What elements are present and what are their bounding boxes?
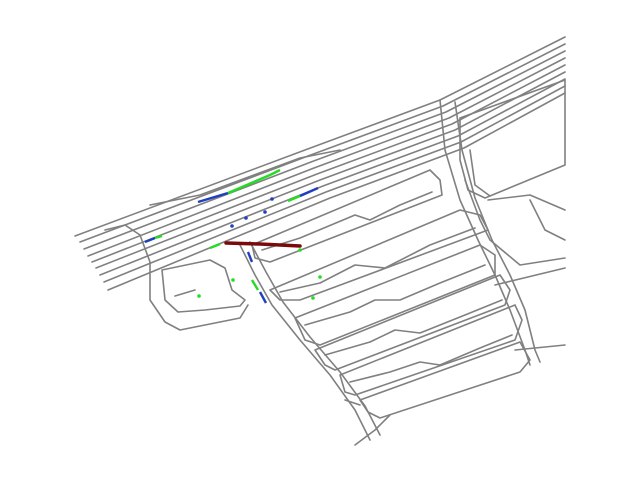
plaza-inner bbox=[469, 149, 491, 197]
parking-block-outline bbox=[251, 169, 443, 263]
block-outline bbox=[161, 259, 246, 313]
trajectory-blue-segment bbox=[258, 291, 268, 304]
right-road-line bbox=[494, 267, 566, 286]
agent-marker bbox=[270, 197, 274, 201]
trajectory-green-segment bbox=[250, 279, 260, 291]
highway-lane-line bbox=[74, 36, 566, 237]
lower-block-outline bbox=[359, 341, 531, 419]
highway-lane-line bbox=[87, 57, 566, 257]
parking-block-outline bbox=[314, 274, 511, 371]
parking-block-inner bbox=[279, 227, 476, 293]
parking-block-inner bbox=[349, 334, 513, 383]
exit-road bbox=[344, 399, 361, 406]
agent-marker bbox=[197, 294, 201, 298]
agent-marker bbox=[230, 224, 234, 228]
agent-marker bbox=[318, 275, 322, 279]
highway-lane-line bbox=[103, 85, 566, 283]
ego-vehicle-path bbox=[224, 241, 302, 248]
agent-marker bbox=[263, 210, 267, 214]
lane-lines bbox=[74, 36, 566, 446]
agent-marker bbox=[298, 248, 302, 252]
highway-lane-line bbox=[91, 64, 566, 263]
trajectory-green-segment bbox=[154, 234, 163, 240]
connector-road bbox=[454, 101, 541, 363]
agent-marker bbox=[311, 296, 315, 300]
parking-block-inner bbox=[261, 191, 433, 251]
highway-lane-line bbox=[95, 71, 566, 269]
right-road-line bbox=[529, 199, 566, 241]
trajectory-green-segment bbox=[287, 194, 301, 203]
trajectory-blue-segment bbox=[197, 191, 229, 204]
right-road-line bbox=[464, 179, 566, 266]
agent-marker bbox=[231, 278, 235, 282]
trajectory-blue-segment bbox=[144, 236, 156, 244]
trajectory-blue-segment bbox=[299, 186, 319, 198]
block-detail bbox=[174, 289, 196, 297]
highway-lane-line bbox=[79, 43, 566, 243]
trajectory-green-segment bbox=[209, 242, 221, 250]
highway-ramp-line bbox=[104, 224, 249, 331]
highway-ramp-line bbox=[149, 149, 341, 206]
exit-road bbox=[354, 414, 391, 446]
right-road-line bbox=[514, 344, 566, 351]
trajectory-blue-segment bbox=[246, 251, 254, 263]
agent-marker bbox=[244, 216, 248, 220]
trajectory-green-segment bbox=[227, 168, 281, 195]
agent-trajectories bbox=[144, 168, 322, 304]
connector-road bbox=[439, 99, 531, 366]
parking-block-outline bbox=[339, 304, 523, 396]
diagonal-road bbox=[239, 244, 371, 441]
highway-lane-line bbox=[99, 78, 566, 276]
highway-lane-line bbox=[83, 50, 566, 250]
parking-block-inner bbox=[304, 264, 486, 326]
parking-block-inner bbox=[324, 299, 503, 356]
right-road-line bbox=[487, 194, 566, 211]
plaza-outline bbox=[459, 79, 566, 199]
diagonal-road bbox=[249, 241, 381, 436]
